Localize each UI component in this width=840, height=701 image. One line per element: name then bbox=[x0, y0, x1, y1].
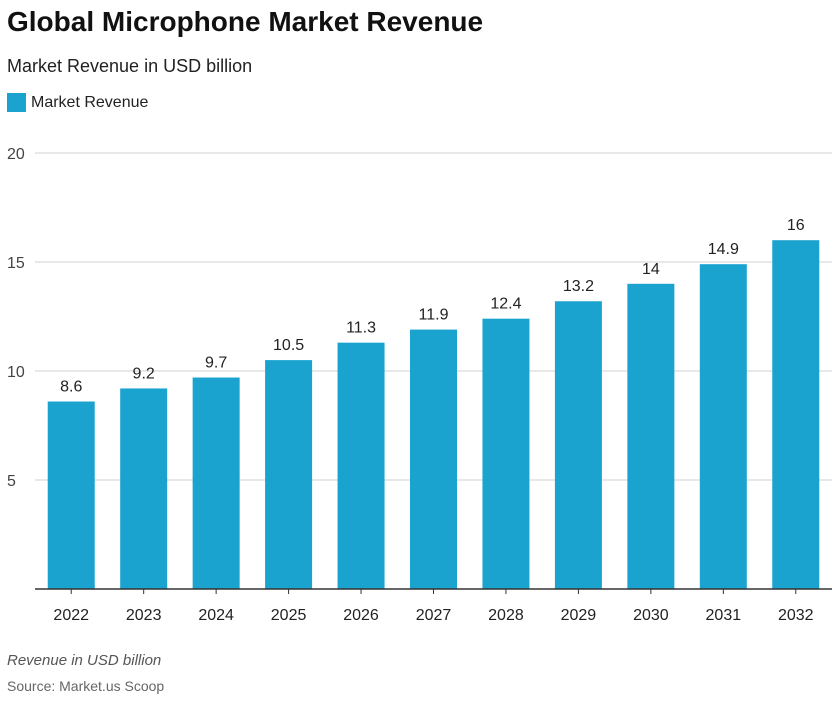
y-tick-label: 20 bbox=[7, 146, 25, 163]
bar bbox=[699, 264, 747, 589]
x-tick-label: 2030 bbox=[633, 607, 669, 624]
x-tick-label: 2023 bbox=[126, 607, 162, 624]
x-tick-label: 2032 bbox=[778, 607, 814, 624]
legend: Market Revenue bbox=[7, 93, 148, 112]
x-tick-label: 2022 bbox=[53, 607, 89, 624]
data-label: 10.5 bbox=[273, 337, 304, 354]
x-tick-label: 2024 bbox=[198, 607, 234, 624]
y-tick-label: 5 bbox=[7, 473, 16, 490]
chart-subtitle: Market Revenue in USD billion bbox=[7, 56, 253, 76]
data-label: 11.9 bbox=[419, 307, 449, 324]
chart-title: Global Microphone Market Revenue bbox=[7, 6, 484, 37]
bar bbox=[120, 388, 168, 589]
data-label: 14.9 bbox=[708, 241, 739, 258]
bar bbox=[482, 318, 530, 589]
bar bbox=[627, 283, 675, 589]
chart-source: Source: Market.us Scoop bbox=[7, 678, 165, 694]
data-label: 9.2 bbox=[133, 365, 155, 382]
data-label: 16 bbox=[787, 217, 805, 234]
bar bbox=[47, 401, 95, 589]
bar bbox=[192, 377, 240, 589]
legend-label: Market Revenue bbox=[31, 93, 149, 111]
chart-note: Revenue in USD billion bbox=[7, 652, 162, 669]
bar bbox=[410, 329, 457, 589]
y-tick-label: 10 bbox=[7, 364, 25, 381]
data-label: 14 bbox=[642, 261, 660, 278]
bar bbox=[337, 342, 385, 589]
x-tick-label: 2031 bbox=[706, 607, 742, 624]
data-label: 13.2 bbox=[563, 278, 594, 295]
bar bbox=[772, 240, 820, 589]
bar bbox=[554, 301, 602, 589]
legend-swatch bbox=[7, 93, 26, 112]
x-tick-label: 2025 bbox=[271, 607, 307, 624]
bar bbox=[265, 360, 313, 589]
x-tick-label: 2027 bbox=[416, 607, 452, 624]
x-tick-label: 2026 bbox=[343, 607, 379, 624]
data-label: 11.3 bbox=[346, 320, 376, 337]
data-label: 8.6 bbox=[60, 379, 82, 396]
data-label: 9.7 bbox=[205, 355, 227, 372]
y-tick-label: 15 bbox=[7, 255, 25, 272]
data-label: 12.4 bbox=[490, 296, 521, 313]
x-tick-label: 2028 bbox=[488, 607, 524, 624]
x-tick-label: 2029 bbox=[561, 607, 597, 624]
